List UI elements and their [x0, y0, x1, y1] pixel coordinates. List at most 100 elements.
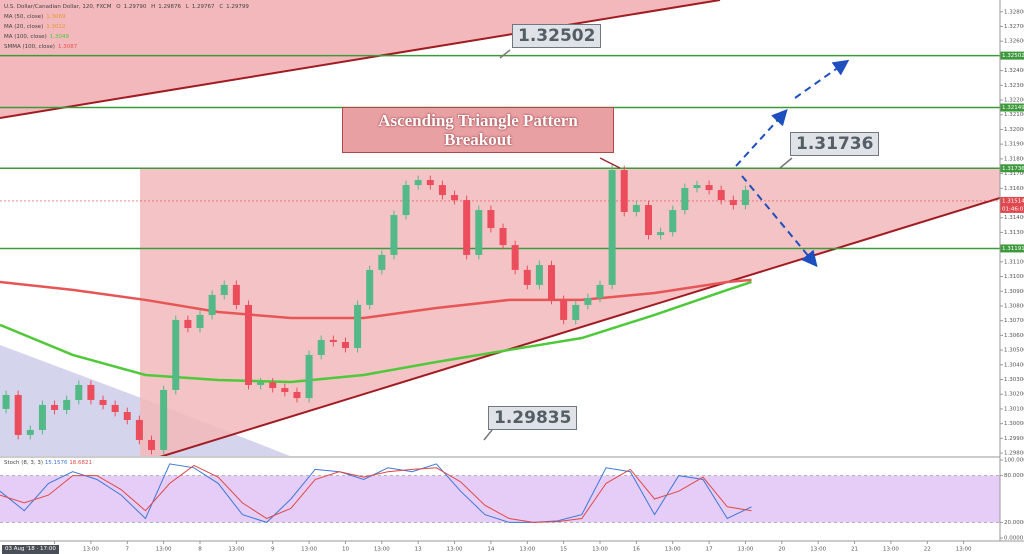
y-tick-label: 1.30100	[1004, 406, 1024, 412]
stoch-value: 18.6821	[69, 460, 93, 466]
x-tick-label: 13:00	[592, 547, 608, 553]
candle-body	[317, 339, 325, 355]
candle-body	[366, 269, 374, 305]
price-callout: 1.31736	[790, 132, 880, 156]
candle-body	[463, 200, 471, 255]
pane	[0, 463, 1000, 523]
x-tick-label: 13:00	[956, 547, 972, 553]
candle-body	[135, 419, 143, 440]
indicator[interactable]: MA (100, close) 1.3049	[4, 32, 252, 42]
candle-body	[196, 314, 204, 329]
pattern-callout: Ascending Triangle Pattern Breakout	[342, 107, 614, 153]
x-tick-label: 13:00	[519, 547, 535, 553]
indicator-name: SMMA (100, close)	[4, 44, 55, 50]
candle-body	[38, 404, 46, 430]
stoch-band	[0, 475, 1000, 523]
x-tick-label: 13	[415, 547, 422, 553]
candle-body	[560, 299, 568, 320]
candle-body	[717, 190, 725, 201]
countdown-label: 01:46:07	[1002, 206, 1024, 212]
arrow	[735, 109, 788, 167]
y-tick-label: 1.32100	[1004, 112, 1024, 118]
y-tick-label: 1.32200	[1004, 98, 1024, 104]
callout-pointer	[483, 429, 493, 441]
candle-body	[51, 404, 59, 410]
candle-body	[172, 319, 180, 390]
candle-body	[475, 210, 483, 255]
y-tick-label: 1.31100	[1004, 259, 1024, 265]
candle-body	[111, 404, 119, 413]
candle-body	[160, 389, 168, 450]
level-tag-label: 1.32502	[1002, 53, 1024, 59]
x-tick-label: 22	[924, 547, 931, 553]
x-tick-label: 13:00	[156, 547, 172, 553]
stoch-value: 15.1576	[44, 460, 68, 466]
x-tick-label: 14	[487, 547, 494, 553]
indicator[interactable]: MA (50, close) 1.3069	[4, 12, 252, 22]
y-tick-label: 1.29900	[1004, 436, 1024, 442]
moving-average	[0, 278, 752, 320]
indicator[interactable]: MA (20, close) 1.3012	[4, 22, 252, 32]
legend: U.S. Dollar/Canadian Dollar, 120, FXCM O…	[4, 2, 252, 52]
candle-body	[632, 205, 640, 212]
y-tick-label: 1.30900	[1004, 289, 1024, 295]
candle-body	[354, 304, 362, 349]
candle-body	[511, 245, 519, 270]
stoch-title: Stoch (8, 3, 3)	[4, 460, 44, 466]
legend-header: U.S. Dollar/Canadian Dollar, 120, FXCM O…	[4, 2, 252, 12]
x-tick-label: 10	[342, 547, 349, 553]
level-tag	[1000, 164, 1024, 173]
y-tick-label: 20.0000	[1004, 520, 1024, 526]
y-tick-label: 1.30300	[1004, 377, 1024, 383]
triangle-area	[140, 168, 1000, 456]
y-tick-label: 100.0000	[1004, 458, 1024, 464]
candle-body	[693, 185, 701, 188]
indicator-value: 1.3049	[49, 34, 69, 40]
callout-pointer	[599, 157, 621, 169]
y-tick-label: 1.31300	[1004, 230, 1024, 236]
candle-body	[75, 384, 83, 400]
x-tick-label: 13:00	[883, 547, 899, 553]
pane	[0, 54, 1000, 455]
y-tick-label: 1.31400	[1004, 215, 1024, 221]
y-tick-label: 1.30500	[1004, 348, 1024, 354]
x-tick-label: 15	[560, 547, 567, 553]
candle-body	[232, 284, 240, 305]
y-tick-label: 1.31900	[1004, 142, 1024, 148]
candle-body	[644, 205, 652, 236]
candle-body	[681, 187, 689, 211]
stoch-legend: Stoch (8, 3, 3) 15.1576 18.6821	[4, 460, 92, 466]
candle-body	[269, 382, 277, 389]
y-tick-label: 1.32400	[1004, 68, 1024, 74]
candle-body	[341, 342, 349, 349]
indicator-name: MA (50, close)	[4, 14, 44, 20]
candle-body	[620, 170, 628, 212]
ohlc-label: C	[219, 4, 224, 10]
ohlc-label: H	[151, 4, 156, 10]
price-callout: 1.29835	[488, 406, 578, 430]
y-tick-label: 1.30200	[1004, 392, 1024, 398]
candle-body	[657, 232, 665, 236]
ohlc-label: L	[185, 4, 189, 10]
candle-body	[26, 429, 34, 435]
candle-body	[2, 394, 10, 409]
candle-body	[426, 180, 434, 186]
x-tick-label: 13:00	[447, 547, 463, 553]
y-tick-label: 1.32300	[1004, 83, 1024, 89]
x-tick-label: 13:00	[810, 547, 826, 553]
candle-body	[487, 210, 495, 228]
y-tick-label: 1.30000	[1004, 421, 1024, 427]
stoch-line	[0, 464, 752, 523]
stoch-line	[0, 463, 752, 523]
indicator-value: 1.3069	[46, 14, 66, 20]
marks: 1.29800 1.29900 1.30000 1.30100 1.30200 1.303…	[0, 9, 1024, 553]
candle-body	[438, 185, 446, 196]
indicator[interactable]: SMMA (100, close) 1.3087	[4, 42, 252, 52]
x-tick-label: 7	[126, 547, 130, 553]
indicator-name: MA (100, close)	[4, 34, 47, 40]
candle-body	[148, 439, 156, 450]
symbol-title: U.S. Dollar/Canadian Dollar, 120, FXCM	[4, 4, 112, 10]
x-tick-label: 13:00	[83, 547, 99, 553]
y-tick-label: 1.32800	[1004, 9, 1024, 15]
